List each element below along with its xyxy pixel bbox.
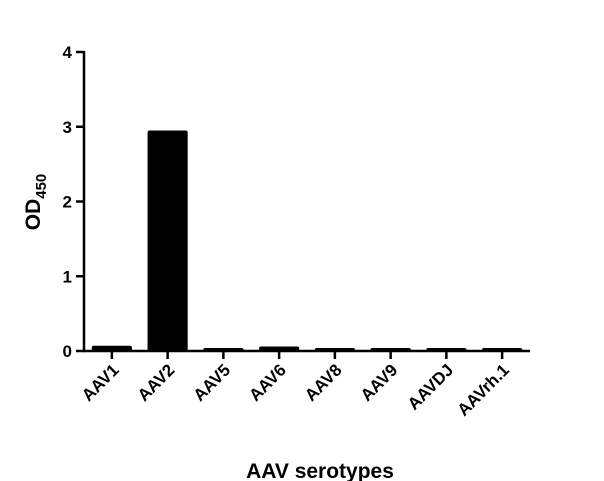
bar-aav6	[259, 346, 300, 351]
bar-aavdj	[426, 348, 467, 351]
y-tick-label: 1	[63, 267, 72, 286]
x-tick-label: AAV2	[134, 360, 179, 405]
x-tick-label: AAV5	[190, 360, 235, 405]
y-axis-title: OD450	[22, 174, 50, 231]
y-tick-label: 4	[63, 43, 73, 62]
bar-aav9	[370, 348, 411, 351]
x-axis-title: AAV serotypes	[246, 460, 394, 481]
bar-aavrh-1	[482, 348, 523, 351]
x-tick-label: AAV1	[78, 360, 123, 405]
y-axis-title-subscript: 450	[33, 174, 50, 199]
bar-aav1	[91, 345, 132, 351]
bar-aav8	[314, 348, 355, 351]
x-tick-label: AAVDJ	[404, 360, 457, 413]
x-tick-label: AAV6	[245, 360, 290, 405]
y-tick-label: 3	[63, 118, 72, 137]
x-axis	[83, 349, 530, 359]
y-axis-title-main: OD	[22, 199, 45, 231]
x-tick-label: AAV8	[301, 360, 346, 405]
y-tick-label: 2	[63, 193, 72, 212]
x-tick-label: AAVrh.1	[454, 360, 513, 419]
bar-aav2	[147, 130, 188, 351]
x-tick-label: AAV9	[357, 360, 402, 405]
bar-aav5	[203, 348, 244, 351]
y-axis: 0 1 2 3 4	[63, 43, 86, 361]
y-tick-label: 0	[63, 342, 72, 361]
bars	[91, 130, 523, 351]
